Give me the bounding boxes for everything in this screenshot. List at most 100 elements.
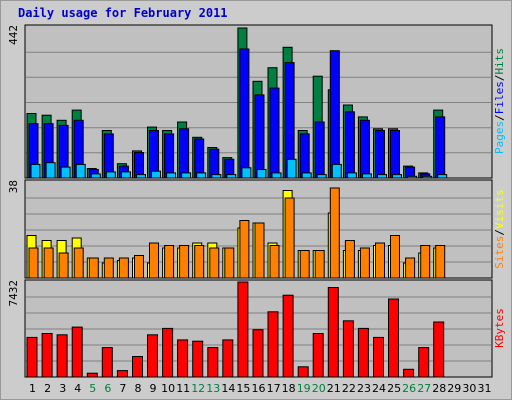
legend-hits: Hits xyxy=(493,48,506,75)
x-tick-label-day-30: 30 xyxy=(462,382,476,395)
legend-separator: / xyxy=(493,75,506,82)
bar-files-day-23 xyxy=(359,119,370,179)
bar-pages-day-21 xyxy=(331,163,342,179)
legend-files: Files xyxy=(493,81,506,114)
y-max-label: 7432 xyxy=(7,280,20,307)
bar-files-day-19 xyxy=(299,133,310,179)
bar-sites-day-18 xyxy=(284,197,295,279)
bar-sites-day-10 xyxy=(164,245,175,279)
x-tick-label-day-11: 11 xyxy=(176,382,190,395)
bar-kbytes-day-22 xyxy=(342,320,354,378)
x-tick-label-day-18: 18 xyxy=(282,382,296,395)
bar-files-day-22 xyxy=(344,111,355,179)
x-tick-label-day-4: 4 xyxy=(74,382,81,395)
bar-files-day-25 xyxy=(390,130,400,179)
x-tick-label-day-9: 9 xyxy=(150,382,157,395)
bar-sites-day-19 xyxy=(299,250,310,279)
bar-kbytes-day-7 xyxy=(116,370,128,378)
bar-sites-day-16 xyxy=(254,222,265,279)
bar-pages-day-15 xyxy=(241,167,252,179)
x-tick-label-day-20: 20 xyxy=(312,382,326,395)
bar-kbytes-day-5 xyxy=(86,372,98,378)
bar-files-day-13 xyxy=(209,148,220,179)
x-tick-label-day-31: 31 xyxy=(478,382,492,395)
bar-pages-day-17 xyxy=(271,172,282,179)
bar-kbytes-day-4 xyxy=(71,326,83,378)
bar-kbytes-day-14 xyxy=(222,339,234,378)
bar-kbytes-day-21 xyxy=(327,287,339,378)
legend-visits: Visits xyxy=(493,189,506,229)
bar-kbytes-day-8 xyxy=(132,356,143,378)
legend-sites: Sites xyxy=(493,236,506,269)
x-tick-label-day-2: 2 xyxy=(44,382,51,395)
bar-kbytes-day-24 xyxy=(373,336,384,378)
bar-files-day-17 xyxy=(269,87,280,179)
bar-pages-day-26 xyxy=(407,175,418,179)
bar-pages-day-22 xyxy=(346,172,357,179)
bar-pages-day-2 xyxy=(45,162,56,179)
bar-sites-day-14 xyxy=(224,247,235,279)
bar-pages-day-23 xyxy=(361,173,372,179)
bar-pages-day-14 xyxy=(226,174,237,179)
x-tick-label-day-16: 16 xyxy=(252,382,266,395)
x-tick-label-day-28: 28 xyxy=(432,382,446,395)
bar-files-day-28 xyxy=(435,116,446,179)
bar-pages-day-18 xyxy=(286,158,297,179)
legend-kbytes: KBytes xyxy=(493,308,506,348)
bar-sites-day-11 xyxy=(179,245,190,279)
bar-kbytes-day-28 xyxy=(433,321,445,378)
bar-kbytes-day-17 xyxy=(267,311,279,378)
bar-pages-day-28 xyxy=(437,174,448,179)
bar-kbytes-day-12 xyxy=(192,340,204,378)
bar-pages-day-6 xyxy=(105,171,116,179)
bar-kbytes-day-13 xyxy=(207,347,219,378)
bar-sites-day-24 xyxy=(375,242,385,279)
x-tick-label-day-3: 3 xyxy=(59,382,66,395)
bar-sites-day-8 xyxy=(134,255,144,279)
legend-separator: / xyxy=(493,229,506,236)
x-tick-label-day-21: 21 xyxy=(327,382,341,395)
bar-kbytes-day-27 xyxy=(418,347,430,378)
bar-sites-day-1 xyxy=(28,247,39,279)
legend-pages: Pages xyxy=(493,121,506,154)
bar-kbytes-day-10 xyxy=(162,327,174,378)
chart-title: Daily usage for February 2011 xyxy=(18,6,228,20)
bar-kbytes-day-18 xyxy=(282,294,294,378)
x-tick-label-day-15: 15 xyxy=(236,382,250,395)
x-tick-label-day-25: 25 xyxy=(387,382,401,395)
y-max-label: 442 xyxy=(7,25,20,45)
bar-sites-day-28 xyxy=(435,245,446,279)
bar-pages-day-3 xyxy=(60,166,71,179)
bar-sites-day-3 xyxy=(58,252,69,279)
bar-sites-day-4 xyxy=(73,247,84,279)
bar-kbytes-day-2 xyxy=(41,333,53,378)
bar-sites-day-5 xyxy=(88,257,99,279)
bar-kbytes-day-25 xyxy=(388,298,399,378)
bar-files-day-6 xyxy=(103,133,114,179)
legend-visits-sites: Sites/Visits xyxy=(493,189,506,269)
bar-kbytes-day-15 xyxy=(237,281,249,378)
x-tick-label-day-22: 22 xyxy=(342,382,356,395)
legend-kbytes: KBytes xyxy=(493,308,506,348)
bar-sites-day-6 xyxy=(103,257,114,279)
bar-pages-day-20 xyxy=(316,174,327,179)
bar-pages-day-16 xyxy=(256,169,267,179)
bar-sites-day-9 xyxy=(149,242,159,279)
bar-sites-day-25 xyxy=(390,235,400,279)
bar-sites-day-2 xyxy=(43,247,54,279)
bar-sites-day-26 xyxy=(405,257,416,279)
legend-separator: / xyxy=(493,114,506,121)
x-tick-label-day-24: 24 xyxy=(372,382,386,395)
bar-pages-day-12 xyxy=(196,172,207,179)
bar-files-day-20 xyxy=(314,121,325,179)
bar-pages-day-19 xyxy=(301,172,312,179)
x-tick-label-day-10: 10 xyxy=(161,382,175,395)
bar-pages-day-4 xyxy=(75,163,86,179)
bar-sites-day-7 xyxy=(118,257,129,279)
bar-sites-day-17 xyxy=(269,245,280,279)
bar-pages-day-11 xyxy=(181,172,192,179)
bar-pages-day-8 xyxy=(136,174,146,179)
x-tick-label-day-19: 19 xyxy=(297,382,311,395)
x-tick-label-day-6: 6 xyxy=(104,382,111,395)
